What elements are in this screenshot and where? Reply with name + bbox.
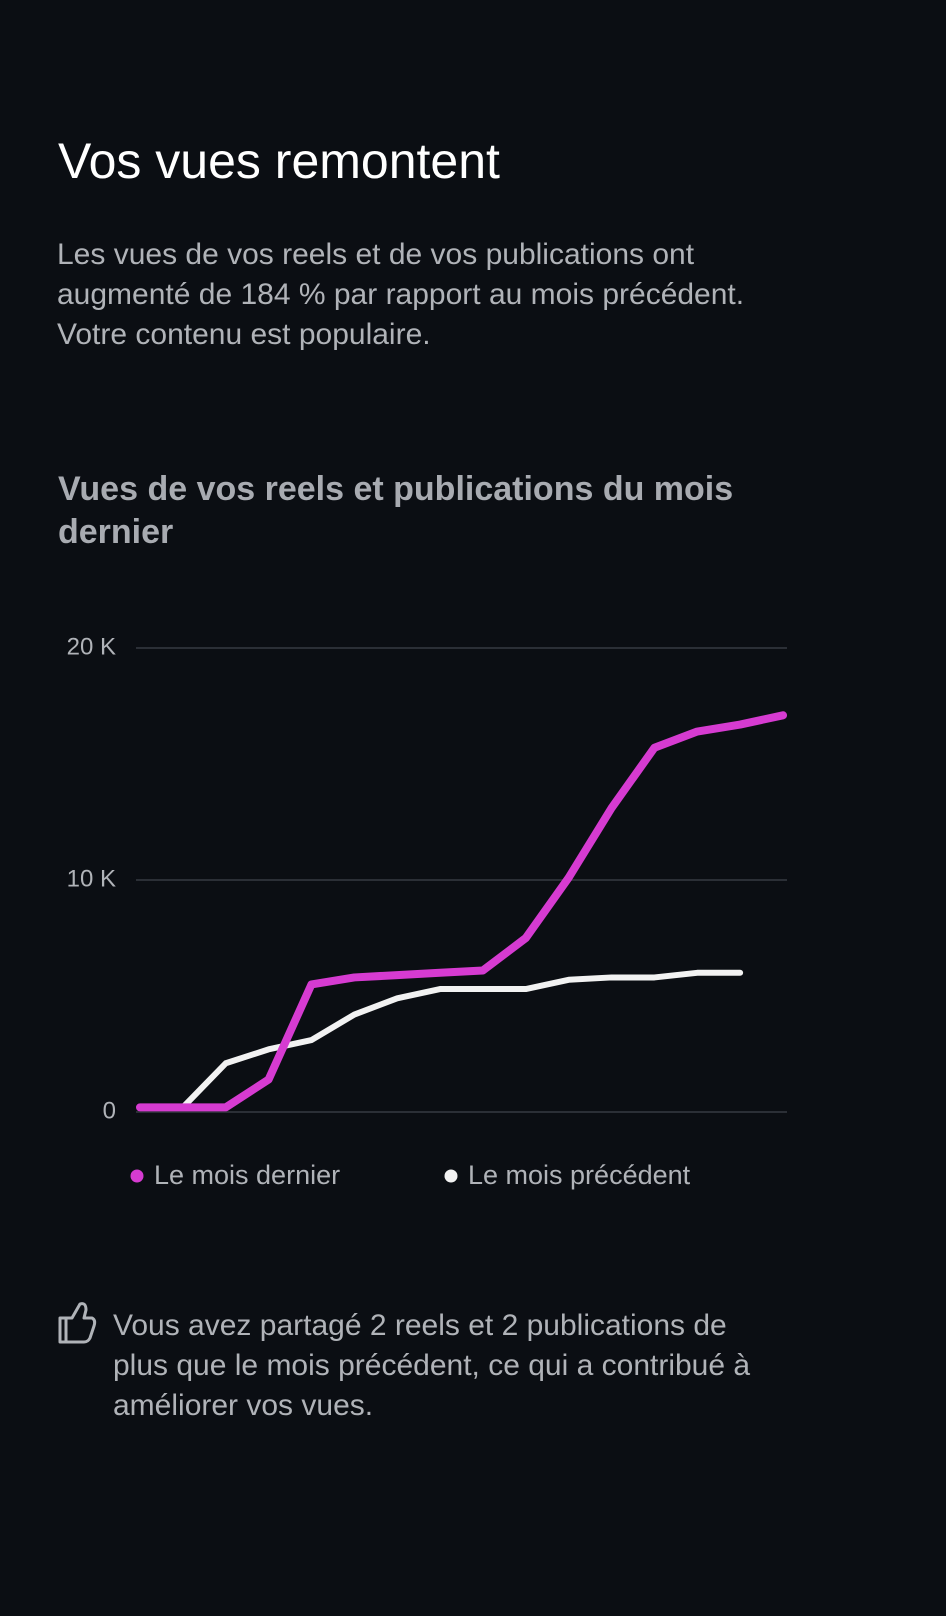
footer-note: améliorer vos vues.	[113, 1389, 373, 1422]
description: augmenté de 184 % par rapport au mois pr…	[57, 278, 744, 311]
y-tick-label: 10 K	[67, 865, 116, 892]
legend-dot	[130, 1169, 144, 1183]
thumbs-up-icon	[58, 1302, 97, 1344]
line-series	[137, 969, 744, 1111]
legend-label: Le mois dernier	[154, 1160, 340, 1190]
y-tick-label: 0	[103, 1097, 116, 1124]
line-series	[136, 711, 787, 1112]
footer-note: Vous avez partagé 2 reels et 2 publicati…	[113, 1309, 727, 1342]
description: Votre contenu est populaire.	[57, 318, 431, 351]
legend-label: Le mois précédent	[468, 1160, 691, 1190]
chart-title: Vues de vos reels et publications du moi…	[58, 470, 733, 508]
legend-dot	[444, 1169, 458, 1183]
y-tick-label: 20 K	[67, 633, 116, 660]
footer-note: plus que le mois précédent, ce qui a con…	[113, 1349, 750, 1382]
description: Les vues de vos reels et de vos publicat…	[57, 238, 695, 271]
chart-title: dernier	[58, 513, 173, 551]
title: Vos vues remontent	[58, 133, 500, 189]
